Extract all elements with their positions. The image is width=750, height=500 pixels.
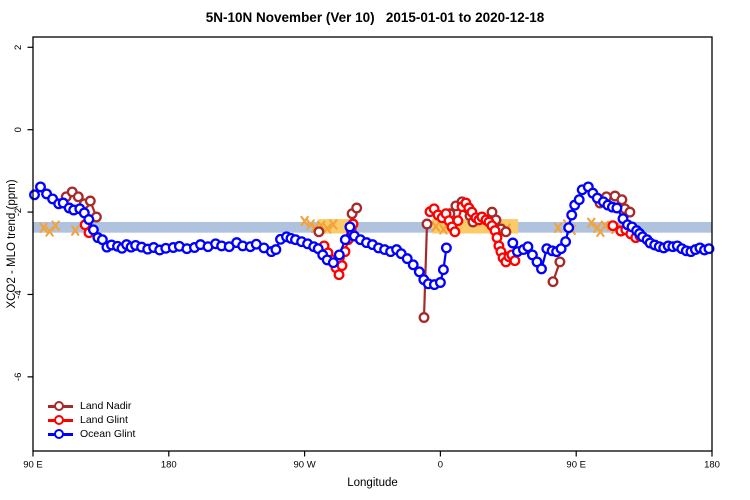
legend-swatch-land-nadir [48, 400, 73, 412]
highlight-x-mark [300, 215, 309, 227]
highlight-x-mark [587, 217, 596, 229]
x-tick-label: 180 [161, 460, 177, 471]
legend-label-land-glint: Land Glint [80, 414, 128, 426]
y-axis-label: XCO2 - MLO trend (ppm) [6, 179, 18, 309]
reference-band [33, 221, 712, 233]
chart-title: 5N-10N November (Ver 10) 2015-01-01 to 2… [205, 10, 545, 25]
highlight-x-mark [322, 223, 332, 234]
y-tick-label: -4 [13, 290, 24, 298]
x-tick-label: 90 W [294, 460, 316, 471]
x-axis-label: Longitude [347, 477, 398, 489]
y-tick-label: -6 [13, 373, 24, 381]
x-tick-label: 90 E [566, 460, 586, 471]
highlight-x-mark [51, 220, 60, 231]
highlight-x-mark [39, 222, 48, 233]
highlight-x-mark [306, 219, 315, 230]
legend-swatch-land-glint [48, 414, 73, 426]
x-tick-label: 90 E [23, 460, 43, 471]
y-tick-label: -2 [13, 208, 24, 216]
x-tick-label: 0 [438, 460, 443, 471]
legend-label-ocean-glint: Ocean Glint [80, 428, 136, 440]
legend-item-land-glint: Land Glint [48, 413, 135, 427]
x-tick-label: 180 [704, 460, 720, 471]
highlight-x-mark [45, 226, 54, 237]
plot-border [32, 36, 713, 452]
series-ocean-glint [29, 181, 715, 291]
y-tick-label: 0 [13, 127, 24, 132]
highlight-x-mark [439, 224, 448, 235]
highlight-x-mark [600, 220, 610, 231]
highlight-x-mark [70, 225, 80, 236]
y-tick-label: 2 [13, 45, 24, 50]
highlight-x-mark [329, 219, 338, 230]
legend-item-land-nadir: Land Nadir [48, 399, 135, 413]
highlight-x-mark [553, 222, 563, 233]
legend: Land Nadir Land Glint Ocean Glint [48, 399, 135, 441]
highlight-x-mark [431, 221, 441, 232]
legend-swatch-ocean-glint [48, 428, 73, 440]
legend-item-ocean-glint: Ocean Glint [48, 427, 135, 441]
legend-label-land-nadir: Land Nadir [80, 400, 132, 412]
